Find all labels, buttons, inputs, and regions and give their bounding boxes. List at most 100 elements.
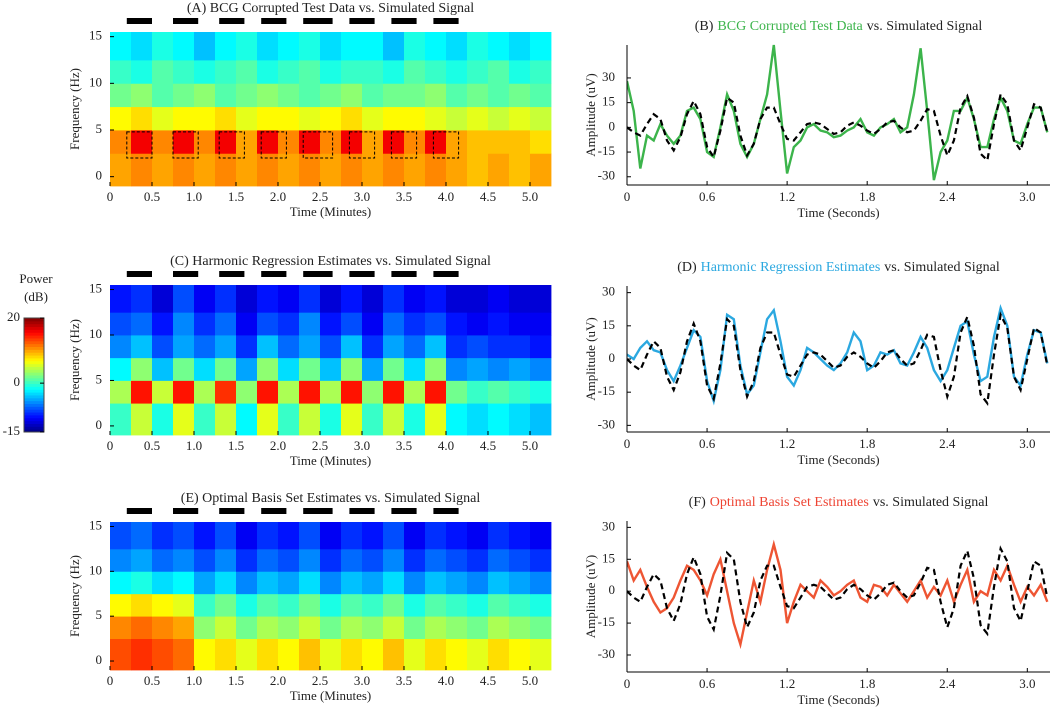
heat-cell <box>320 522 342 550</box>
y-tick-label: 0 <box>609 582 616 597</box>
title-part: vs. Simulated Signal <box>867 19 983 34</box>
heat-cell <box>362 403 384 436</box>
heat-cell <box>278 106 300 131</box>
heat-cell <box>110 638 132 671</box>
stimulus-bar <box>349 271 375 277</box>
colorbar-step <box>24 332 44 336</box>
heat-cell <box>257 571 279 595</box>
heat-cell <box>383 522 405 550</box>
heat-cell <box>173 548 195 572</box>
heat-cell <box>236 312 258 336</box>
heat-cell <box>383 153 405 187</box>
heat-cell <box>341 638 363 671</box>
colorbar-step <box>24 360 44 365</box>
stimulus-bar <box>303 508 333 514</box>
heat-cell <box>194 106 216 131</box>
heat-cell <box>110 106 132 131</box>
x-tick-label: 2.5 <box>312 673 328 688</box>
heat-cell <box>404 106 426 131</box>
colorbar-step <box>24 326 44 330</box>
title-part: Optimal Basis Set Estimates <box>710 495 869 510</box>
heat-cell <box>152 522 174 550</box>
heat-cell <box>383 130 405 154</box>
colorbar-step <box>24 340 44 345</box>
heat-cell <box>131 83 153 108</box>
heat-cell <box>341 83 363 108</box>
colorbar-step <box>24 335 44 339</box>
heat-cell <box>404 60 426 84</box>
heat-cell <box>152 60 174 84</box>
heat-cell <box>509 130 531 154</box>
stimulus-bar <box>433 508 459 514</box>
heat-cell <box>341 522 363 550</box>
heat-cell <box>173 130 195 154</box>
y-tick-label: 15 <box>89 281 102 296</box>
y-tick-label: 5 <box>96 121 103 136</box>
x-tick-label: 0 <box>624 676 631 691</box>
heat-cell <box>404 335 426 359</box>
heat-cell <box>131 593 153 617</box>
colorbar-step <box>24 426 44 430</box>
heat-cell <box>530 106 552 131</box>
heat-cell <box>236 522 258 550</box>
heat-cell <box>404 571 426 595</box>
heat-cell <box>194 571 216 595</box>
heat-cell <box>236 106 258 131</box>
heat-cell <box>509 32 531 61</box>
colorbar-step <box>24 357 44 362</box>
x-tick-label: 0.6 <box>699 189 716 204</box>
heat-cell <box>131 571 153 595</box>
stimulus-bar <box>303 18 333 24</box>
heat-cell <box>425 106 447 131</box>
heat-cell <box>194 312 216 336</box>
heat-cell <box>362 571 384 595</box>
heat-cell <box>236 83 258 108</box>
heat-cell <box>320 548 342 572</box>
heat-cell <box>215 153 237 187</box>
heat-cell <box>110 335 132 359</box>
heat-cell <box>236 153 258 187</box>
heat-cell <box>194 380 216 404</box>
colorbar-step <box>24 337 44 342</box>
heat-cell <box>131 285 153 313</box>
colorbar-step <box>24 392 44 396</box>
stimulus-box <box>432 131 460 159</box>
x-tick-label: 0 <box>107 438 114 453</box>
stimulus-bar <box>433 271 459 277</box>
x-tick-label: 1.0 <box>186 673 202 688</box>
heat-cell <box>488 312 510 336</box>
heat-cell <box>215 638 237 671</box>
y-tick-label: 15 <box>89 517 102 532</box>
heat-cell <box>425 548 447 572</box>
heat-cell <box>278 83 300 108</box>
heat-cell <box>299 153 321 187</box>
stimulus-box <box>348 131 376 159</box>
heat-cell <box>530 616 552 640</box>
x-tick-label: 5.0 <box>522 673 538 688</box>
heat-cell <box>278 60 300 84</box>
heat-cell <box>488 593 510 617</box>
heat-cell <box>488 106 510 131</box>
heat-cell <box>341 335 363 359</box>
heat-cell <box>467 285 489 313</box>
heat-cell <box>404 616 426 640</box>
heat-cell <box>341 32 363 61</box>
colorbar-step <box>24 349 44 353</box>
heat-cell <box>152 106 174 131</box>
colorbar-step <box>24 369 44 373</box>
heat-cell <box>299 593 321 617</box>
heat-cell <box>488 380 510 404</box>
heat-cell <box>236 638 258 671</box>
heat-cell <box>488 32 510 61</box>
stimulus-bar <box>219 508 245 514</box>
x-axis-title: Time (Minutes) <box>290 688 372 703</box>
heat-cell <box>488 60 510 84</box>
heat-cell <box>488 83 510 108</box>
heat-cell <box>383 106 405 131</box>
y-tick-label: 15 <box>602 94 615 109</box>
heat-cell <box>425 522 447 550</box>
heat-cell <box>425 130 447 154</box>
stimulus-box <box>390 131 418 159</box>
y-tick-label: 5 <box>96 607 103 622</box>
stimulus-box <box>218 131 245 159</box>
